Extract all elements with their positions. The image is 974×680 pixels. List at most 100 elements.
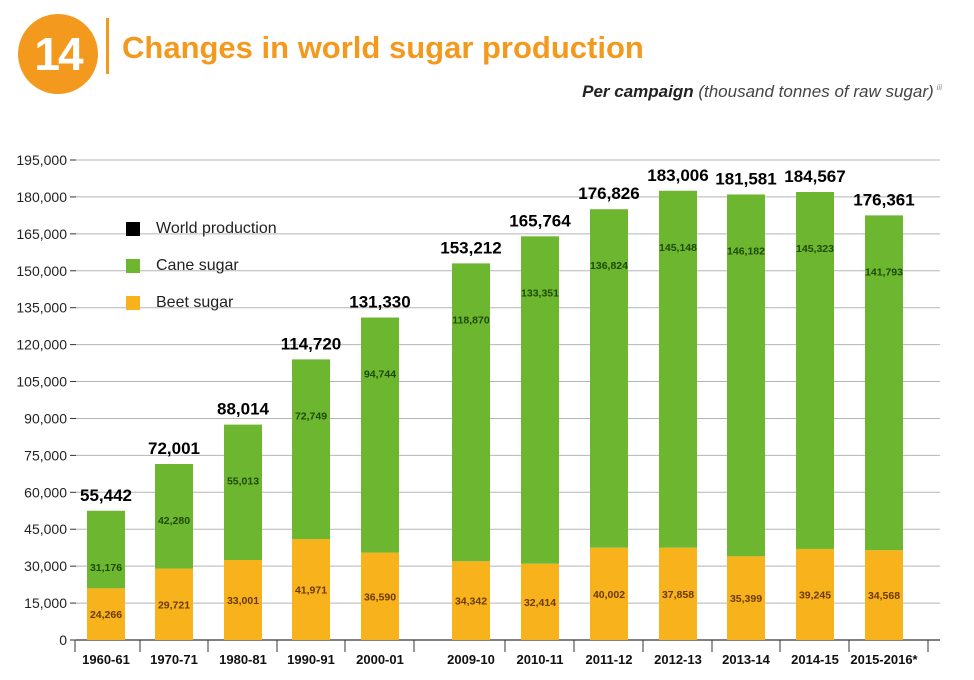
bar-cane [224, 424, 262, 560]
world-total-label: 176,361 [853, 190, 914, 209]
cane-value-label: 145,148 [659, 242, 697, 254]
beet-value-label: 36,590 [364, 591, 396, 603]
legend-swatch-cane [126, 258, 140, 273]
title-divider [106, 18, 109, 74]
world-total-label: 165,764 [509, 211, 571, 230]
cane-value-label: 55,013 [227, 476, 259, 488]
y-tick-label: 105,000 [16, 374, 67, 390]
y-tick-label: 150,000 [16, 263, 67, 279]
bar-cane [87, 510, 125, 589]
subtitle-unit: (thousand tonnes of raw sugar) [698, 82, 934, 101]
cane-value-label: 31,176 [90, 562, 122, 574]
beet-value-label: 40,002 [593, 589, 625, 601]
y-tick-label: 0 [59, 632, 67, 648]
beet-value-label: 35,399 [730, 593, 762, 605]
bar-beet [521, 563, 559, 640]
world-total-label: 88,014 [217, 400, 270, 419]
chart-legend: World production Cane sugar Beet sugar [126, 210, 277, 321]
y-tick-label: 15,000 [24, 595, 67, 611]
bar-cane [521, 236, 559, 564]
cane-value-label: 42,280 [158, 515, 190, 527]
beet-value-label: 41,971 [295, 585, 327, 597]
y-tick-label: 60,000 [24, 484, 67, 500]
x-category-label: 2009-10 [447, 652, 495, 667]
beet-value-label: 32,414 [524, 597, 556, 609]
bar-beet [292, 539, 330, 640]
y-tick-label: 135,000 [16, 300, 67, 316]
x-category-label: 2010-11 [517, 652, 564, 667]
legend-label-cane: Cane sugar [156, 256, 239, 274]
cane-value-label: 94,744 [364, 369, 396, 381]
legend-swatch-world [126, 221, 140, 236]
y-tick-label: 195,000 [16, 152, 67, 168]
bar-beet [452, 561, 490, 640]
x-category-label: 1980-81 [219, 652, 267, 667]
legend-item-cane: Cane sugar [126, 247, 277, 284]
bar-cane [590, 209, 628, 548]
bar-cane [659, 190, 697, 548]
chart-title: Changes in world sugar production [122, 30, 644, 65]
y-tick-label: 180,000 [16, 189, 67, 205]
y-tick-label: 30,000 [24, 558, 67, 574]
y-tick-label: 45,000 [24, 521, 67, 537]
y-tick-label: 90,000 [24, 410, 67, 426]
bar-beet [590, 547, 628, 640]
legend-label-beet: Beet sugar [156, 293, 234, 311]
cane-value-label: 136,824 [590, 260, 628, 272]
cane-value-label: 72,749 [295, 410, 327, 422]
world-total-label: 114,720 [281, 334, 342, 353]
world-total-label: 131,330 [349, 293, 410, 312]
beet-value-label: 34,342 [455, 596, 487, 608]
x-category-label: 1970-71 [150, 652, 198, 667]
x-category-label: 2014-15 [791, 652, 839, 667]
beet-value-label: 34,568 [868, 590, 900, 602]
bar-beet [796, 548, 834, 640]
beet-value-label: 29,721 [158, 599, 190, 611]
x-category-label: 2013-14 [722, 652, 770, 667]
x-category-label: 1990-91 [287, 652, 335, 667]
y-tick-label: 120,000 [16, 337, 67, 353]
legend-item-world: World production [126, 210, 277, 247]
bar-beet [727, 556, 765, 640]
beet-value-label: 39,245 [799, 589, 831, 601]
y-tick-label: 75,000 [24, 447, 67, 463]
bar-cane [292, 359, 330, 540]
world-total-label: 72,001 [148, 439, 200, 458]
world-total-label: 184,567 [784, 167, 845, 186]
world-total-label: 153,212 [440, 238, 501, 257]
x-category-label: 2012-13 [654, 652, 702, 667]
bar-beet [361, 552, 399, 640]
chart-number-badge: 14 [18, 14, 98, 94]
legend-item-beet: Beet sugar [126, 284, 277, 321]
x-category-label: 2011-12 [586, 652, 633, 667]
bar-cane [361, 317, 399, 553]
bar-beet [865, 550, 903, 640]
bar-cane [796, 192, 834, 549]
cane-value-label: 146,182 [727, 245, 765, 257]
chart-subtitle: Per campaign (thousand tonnes of raw sug… [582, 82, 942, 102]
legend-swatch-beet [126, 295, 140, 310]
world-total-label: 183,006 [647, 166, 708, 185]
bar-cane [727, 194, 765, 557]
bar-cane [155, 464, 193, 569]
beet-value-label: 33,001 [227, 595, 259, 607]
world-total-label: 176,826 [578, 184, 639, 203]
bar-cane [452, 263, 490, 562]
bar-beet [659, 547, 697, 640]
world-total-label: 181,581 [715, 169, 776, 188]
beet-value-label: 24,266 [90, 609, 122, 621]
bar-beet [224, 560, 262, 640]
x-category-label: 2015-2016* [850, 652, 918, 667]
x-category-label: 2000-01 [356, 652, 404, 667]
bar-beet [87, 588, 125, 640]
world-total-label: 55,442 [80, 486, 132, 505]
subtitle-bold: Per campaign [582, 82, 694, 101]
cane-value-label: 141,793 [865, 266, 903, 278]
bar-cane [865, 215, 903, 551]
x-category-label: 1960-61 [82, 652, 130, 667]
legend-label-world: World production [156, 219, 277, 237]
cane-value-label: 133,351 [521, 287, 559, 299]
cane-value-label: 145,323 [796, 243, 834, 255]
y-tick-label: 165,000 [16, 226, 67, 242]
